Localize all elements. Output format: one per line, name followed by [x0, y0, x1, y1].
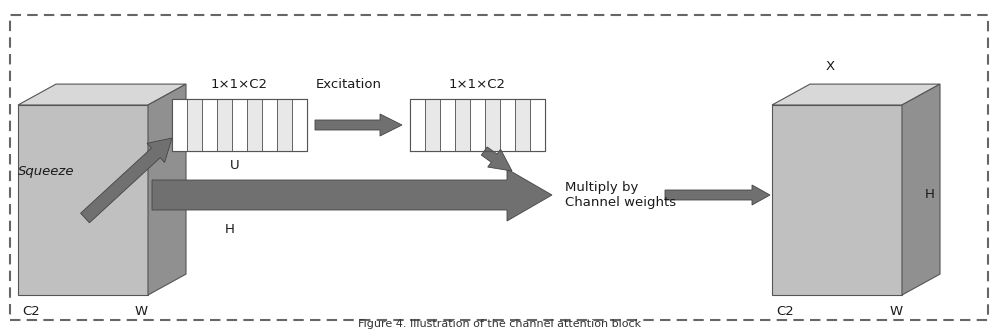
Polygon shape [172, 99, 187, 151]
Polygon shape [232, 99, 247, 151]
Polygon shape [202, 99, 217, 151]
Text: W: W [135, 305, 148, 318]
Polygon shape [500, 99, 515, 151]
Polygon shape [481, 147, 512, 171]
Polygon shape [217, 99, 232, 151]
Text: H: H [925, 188, 935, 201]
Text: Figure 4. Illustration of the channel attention block: Figure 4. Illustration of the channel at… [358, 319, 642, 329]
Polygon shape [262, 99, 277, 151]
Polygon shape [148, 84, 186, 295]
Text: Excitation: Excitation [316, 78, 382, 91]
Text: 1×1×C2: 1×1×C2 [449, 78, 506, 91]
Text: 1×1×C2: 1×1×C2 [211, 78, 268, 91]
Polygon shape [515, 99, 530, 151]
Text: W: W [890, 305, 903, 318]
Polygon shape [902, 84, 940, 295]
Polygon shape [81, 138, 172, 223]
Polygon shape [425, 99, 440, 151]
Polygon shape [18, 105, 148, 295]
Polygon shape [455, 99, 470, 151]
Polygon shape [470, 99, 485, 151]
Polygon shape [277, 99, 292, 151]
Polygon shape [772, 105, 902, 295]
Polygon shape [152, 169, 552, 221]
Text: Multiply by
Channel weights: Multiply by Channel weights [565, 181, 676, 209]
Text: C2: C2 [22, 305, 40, 318]
Polygon shape [410, 99, 545, 151]
Polygon shape [485, 99, 500, 151]
Polygon shape [247, 99, 262, 151]
Polygon shape [292, 99, 307, 151]
Polygon shape [410, 99, 425, 151]
Text: H: H [225, 223, 235, 236]
Polygon shape [172, 99, 307, 151]
Polygon shape [315, 114, 402, 136]
Text: U: U [230, 159, 239, 172]
Polygon shape [18, 84, 186, 105]
Text: X: X [825, 60, 835, 73]
Text: Squeeze: Squeeze [18, 165, 74, 177]
Polygon shape [772, 84, 940, 105]
Polygon shape [530, 99, 545, 151]
Text: C2: C2 [776, 305, 794, 318]
Polygon shape [187, 99, 202, 151]
Polygon shape [665, 185, 770, 205]
Polygon shape [440, 99, 455, 151]
